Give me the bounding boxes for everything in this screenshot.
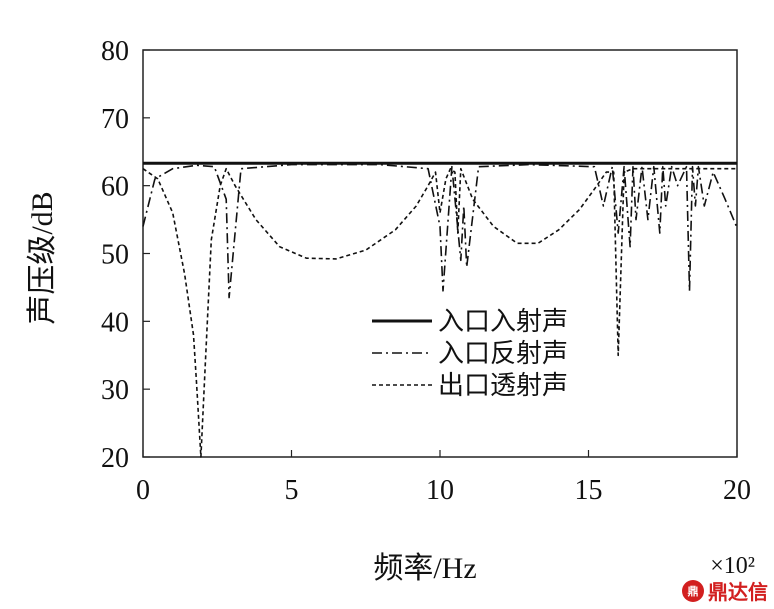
x-tick-label: 10 [426,475,454,506]
ticks-layer: 20 30 40 50 60 70 80 0 5 10 15 20 [101,36,751,506]
series-layer [142,161,738,458]
legend-label: 出口透射声 [438,371,568,400]
y-tick-label: 30 [101,375,129,406]
x-axis-multiplier: ×10² [710,553,755,579]
x-tick-label: 5 [285,475,299,506]
y-axis-label: 声压级/dB [26,191,59,324]
series-line-dash-dot [142,163,738,299]
x-tick-label: 15 [575,475,603,506]
watermark-text: 鼎达信 [708,580,768,604]
legend-label: 入口反射声 [438,339,568,368]
x-axis-label: 频率/Hz [373,552,476,585]
y-tick-label: 70 [101,104,129,135]
series-line-dashed [142,167,737,458]
x-tick-label: 20 [723,475,751,506]
y-tick-label: 40 [101,307,129,338]
y-tick-label: 80 [101,36,129,67]
x-tick-label: 0 [136,475,150,506]
y-tick-label: 60 [101,172,129,203]
watermark-logo-icon: 鼎 [682,579,704,602]
watermark: 鼎 鼎达信 [682,576,768,605]
legend-label: 入口入射声 [438,307,568,336]
y-tick-label: 50 [101,240,129,271]
y-tick-label: 20 [101,443,129,474]
